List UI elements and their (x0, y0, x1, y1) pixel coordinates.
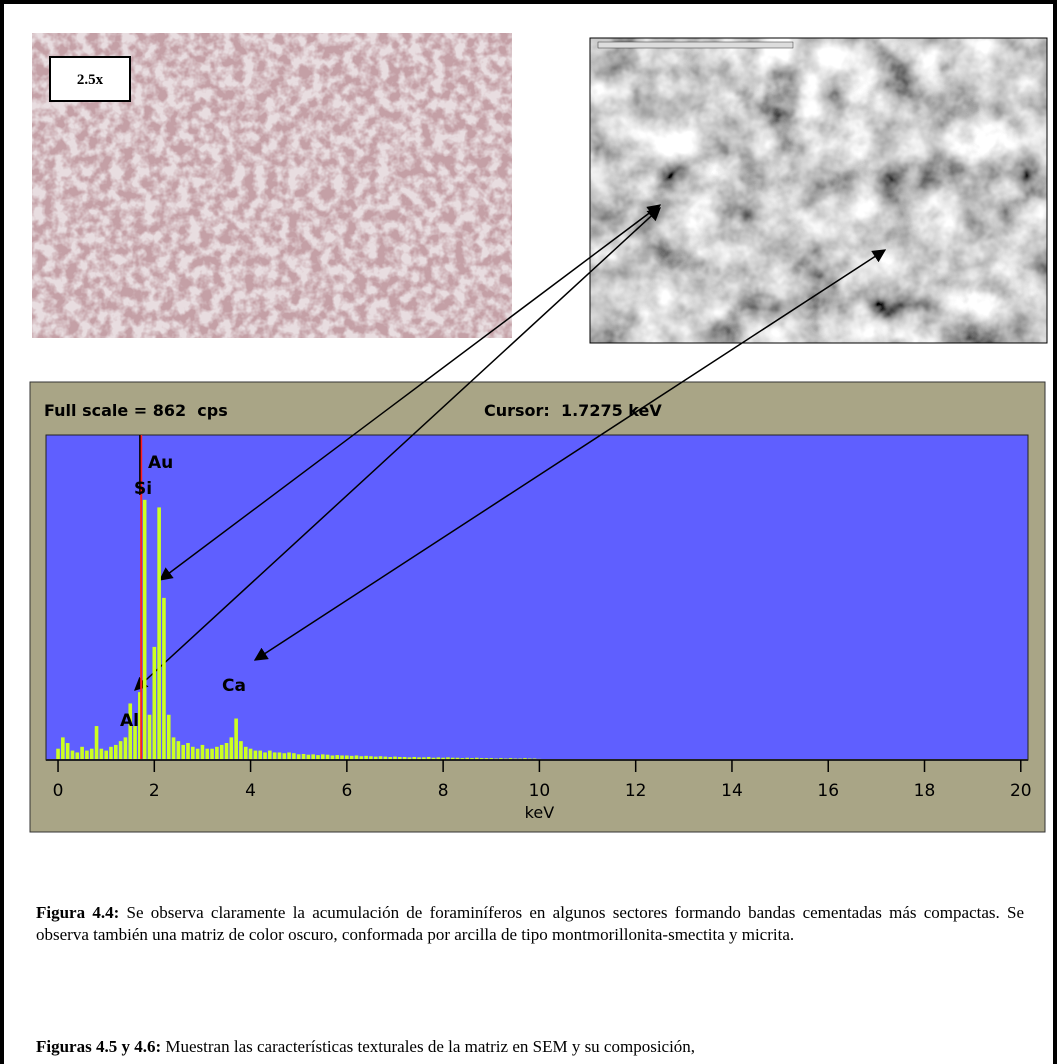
spectrum-bar (244, 747, 248, 760)
spectrum-bar (109, 747, 113, 760)
peak-label: Al (120, 711, 139, 731)
x-tick-label: 8 (438, 781, 449, 801)
x-tick-label: 6 (341, 781, 352, 801)
spectrum-bar (148, 715, 152, 760)
spectrum-bar (104, 751, 108, 760)
spectrum-bar (254, 751, 258, 760)
spectrum-bar (292, 753, 296, 760)
spectrum-bar (119, 741, 123, 760)
peak-label: Au (148, 453, 173, 473)
figure: 2.5x 0 2 4 6 8 10 12 14 16 18 20 keV Full scale = 86… (0, 0, 1057, 880)
spectrum-bar (225, 743, 229, 760)
caption-heading: Figura 4.4: (36, 903, 119, 922)
caption: Figura 4.4: Se observa claramente la acu… (36, 902, 1024, 946)
spectrum-bar (153, 647, 157, 760)
spectrum-bar (191, 747, 195, 760)
caption: Figuras 4.5 y 4.6: Muestran las caracter… (36, 1036, 1024, 1058)
spectrum-bar (114, 745, 118, 760)
spectrum-bar (172, 737, 176, 760)
photo-label: 2.5x (77, 72, 104, 88)
peak-label: Ca (222, 676, 246, 696)
x-tick-label: 4 (245, 781, 256, 801)
spectrum-bar (234, 719, 238, 760)
spectrum-bar (133, 726, 137, 760)
spectrum-bar (258, 751, 262, 760)
caption-heading: Figuras 4.5 y 4.6: (36, 1037, 161, 1056)
x-tick-label: 14 (721, 781, 743, 801)
x-tick-label: 12 (625, 781, 647, 801)
page: 2.5x 0 2 4 6 8 10 12 14 16 18 20 keV Full scale = 86… (0, 0, 1057, 1064)
spectrum-bar (196, 749, 200, 760)
spectrum-bar (273, 752, 277, 760)
x-tick-label: 18 (914, 781, 936, 801)
spectrum-bar (157, 507, 161, 760)
plot-area (46, 435, 1028, 760)
spectrum-bar (162, 598, 166, 760)
x-tick-label: 10 (529, 781, 551, 801)
spectrum-bar (205, 749, 209, 760)
spectrum-bar (56, 749, 60, 760)
spectrum-bar (177, 741, 181, 760)
x-tick-label: 0 (53, 781, 64, 801)
caption-text: Se observa claramente la acumulación de … (36, 903, 1024, 944)
spectrum-bar (220, 745, 224, 760)
spectrum-bar (263, 752, 267, 760)
spectrum-bar (75, 752, 79, 760)
spectrum-bar (249, 749, 253, 760)
spectrum-bar (61, 737, 65, 760)
spectrum-bar (181, 745, 185, 760)
spectrum-bar (210, 749, 214, 760)
spectrum-bar (167, 715, 171, 760)
x-axis-label: keV (525, 803, 555, 822)
x-tick-label: 20 (1010, 781, 1032, 801)
spectrum-bar (215, 747, 219, 760)
spectrum-bar (201, 745, 205, 760)
spectrum-bar (278, 752, 282, 760)
caption-text: Muestran las características texturales … (165, 1037, 695, 1056)
spectrum-bar (95, 726, 99, 760)
x-tick-label: 2 (149, 781, 160, 801)
x-tick-label: 16 (817, 781, 839, 801)
spectrum-bar (239, 741, 243, 760)
peak-label: Si (134, 479, 152, 499)
spectrum-bar (80, 747, 84, 760)
spectrum-bar (124, 737, 128, 760)
spectrum-bar (186, 743, 190, 760)
spectrum-bar (287, 752, 291, 760)
spectrum-bar (66, 743, 70, 760)
spectrum-bar (230, 737, 234, 760)
cursor-label: Cursor: 1.7275 keV (484, 401, 662, 420)
sem-image (590, 38, 1047, 343)
scale-bar (598, 42, 793, 48)
spectrum-bar (268, 751, 272, 760)
spectrum-bar (282, 753, 286, 760)
spectrum-bar (90, 749, 94, 760)
full-scale-label: Full scale = 862 cps (44, 401, 228, 420)
spectrum-bar (71, 751, 75, 760)
spectrum-bar (100, 749, 104, 760)
spectrum-bar (85, 751, 89, 760)
spectrum-bar (143, 500, 147, 760)
